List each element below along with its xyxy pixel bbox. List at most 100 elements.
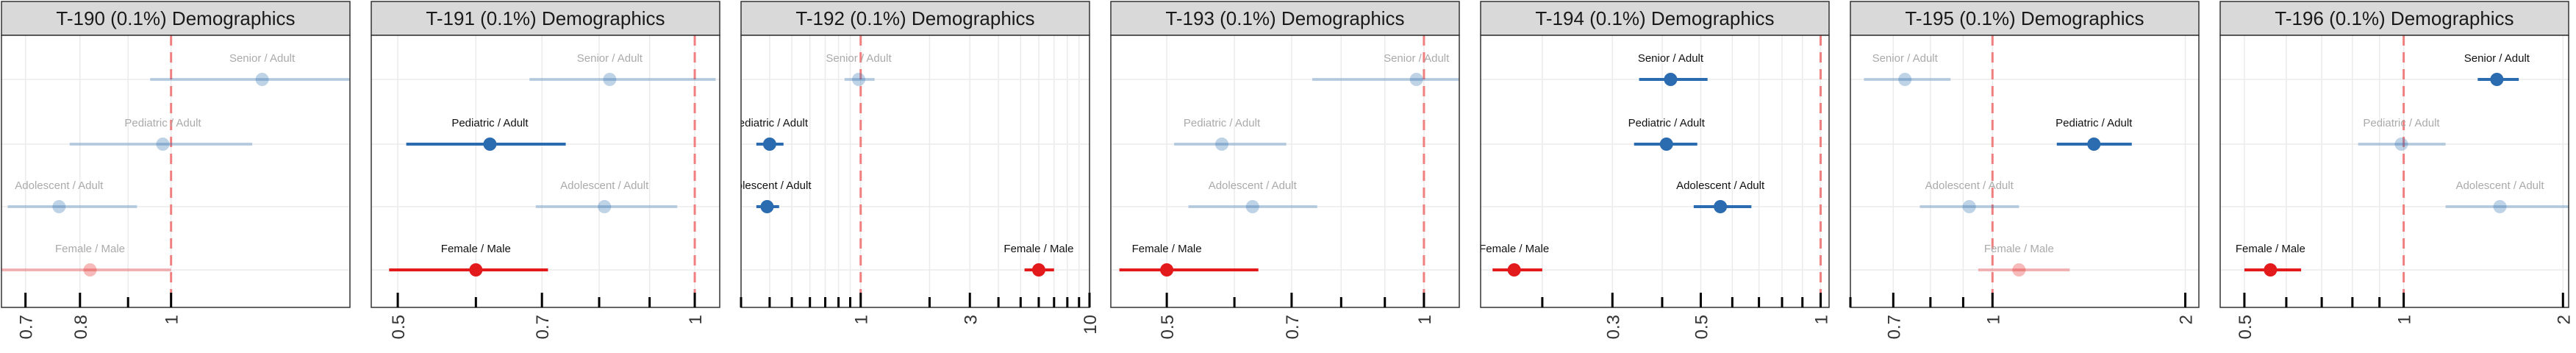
- plot-background: [1850, 35, 2199, 307]
- estimate-point: [1659, 138, 1673, 151]
- estimate-point: [255, 73, 269, 86]
- panel-6: T-195 (0.1%) Demographics Senior / Adult P…: [1849, 1, 2200, 339]
- plot-background: [371, 35, 720, 307]
- row-label: Female / Male: [441, 243, 511, 255]
- x-tick-label: 1: [852, 315, 872, 324]
- x-tick-label: 3: [961, 315, 981, 324]
- x-tick-label: 1: [162, 315, 182, 324]
- x-tick-label: 1: [1812, 315, 1832, 324]
- panel-title: T-190 (0.1%) Demographics: [56, 7, 295, 29]
- estimate-point: [1160, 263, 1174, 277]
- panel-border: [1850, 35, 2200, 308]
- estimate-point: [483, 138, 497, 151]
- row-label: Female / Male: [55, 243, 125, 255]
- panel-4: T-193 (0.1%) Demographics Senior / Adult P…: [1110, 1, 1460, 339]
- plot-data: Senior / Adult Pediatric / Adult Adolescen…: [723, 35, 1090, 307]
- row-label: Female / Male: [2236, 243, 2305, 255]
- row-label: Adolescent / Adult: [560, 179, 649, 192]
- row-label: Pediatric / Adult: [1628, 117, 1706, 129]
- panel-7: T-196 (0.1%) Demographics Senior / Adult P…: [2219, 1, 2574, 339]
- row-label: Senior / Adult: [1638, 52, 1704, 65]
- panel-border: [1110, 35, 1460, 308]
- panel-header: [1480, 1, 1830, 36]
- row-label: Pediatric / Adult: [2056, 117, 2133, 129]
- x-tick-label: 1: [686, 315, 706, 324]
- panel-header: [740, 1, 1090, 36]
- row-label: Pediatric / Adult: [1184, 117, 1261, 129]
- row-label: Adolescent / Adult: [1209, 179, 1298, 192]
- x-tick-label: 2: [2177, 315, 2197, 324]
- estimate-point: [1898, 73, 1912, 86]
- estimate-point: [852, 73, 866, 86]
- estimate-point: [1245, 200, 1259, 213]
- estimate-point: [2012, 263, 2026, 277]
- estimate-point: [156, 138, 170, 151]
- x-tick-label: 0.7: [533, 315, 553, 339]
- estimate-point: [762, 138, 776, 151]
- estimate-point: [1031, 263, 1045, 277]
- panel-title: T-191 (0.1%) Demographics: [426, 7, 665, 29]
- estimate-point: [2264, 263, 2278, 277]
- panel-border: [740, 35, 1090, 308]
- row-label: Adolescent / Adult: [2455, 179, 2544, 192]
- estimate-point: [598, 200, 612, 213]
- estimate-point: [1664, 73, 1678, 86]
- row-label: Female / Male: [1003, 243, 1073, 255]
- estimate-point: [1215, 138, 1229, 151]
- panel-title: T-192 (0.1%) Demographics: [795, 7, 1034, 29]
- panel-3: T-192 (0.1%) Demographics Senior / Adult P…: [723, 1, 1101, 335]
- estimate-point: [1714, 200, 1728, 213]
- plot-data: Senior / Adult Pediatric / Adult Adolescen…: [1111, 35, 1459, 307]
- row-label: Adolescent / Adult: [723, 179, 812, 192]
- row-label: Senior / Adult: [1872, 52, 1939, 65]
- panel-title: T-193 (0.1%) Demographics: [1165, 7, 1404, 29]
- panel-2: T-191 (0.1%) Demographics Senior / Adult P…: [371, 1, 720, 339]
- estimate-point: [2490, 73, 2504, 86]
- row-label: Female / Male: [1479, 243, 1549, 255]
- panel-border: [1, 35, 351, 308]
- plot-data: Senior / Adult Pediatric / Adult Adolescen…: [2220, 35, 2569, 307]
- row-label: Senior / Adult: [577, 52, 643, 65]
- row-label: Female / Male: [1984, 243, 2054, 255]
- x-tick-label: 1: [1983, 315, 2003, 324]
- x-tick-label: 0.5: [1692, 315, 1711, 339]
- plot-background: [1481, 35, 1829, 307]
- panel-border: [1480, 35, 1830, 308]
- estimate-point: [2394, 138, 2408, 151]
- plot-background: [1, 35, 350, 307]
- row-label: Adolescent / Adult: [15, 179, 104, 192]
- row-label: Adolescent / Adult: [1676, 179, 1765, 192]
- panel-border: [371, 35, 720, 308]
- x-tick-label: 0.5: [389, 315, 409, 339]
- panel-title: T-194 (0.1%) Demographics: [1535, 7, 1774, 29]
- plot-background: [741, 35, 1090, 307]
- row-label: Pediatric / Adult: [451, 117, 529, 129]
- estimate-point: [760, 200, 774, 213]
- plot-data: Senior / Adult Pediatric / Adult Adolescen…: [371, 35, 720, 307]
- estimate-point: [1962, 200, 1976, 213]
- estimate-point: [469, 263, 483, 277]
- x-tick-label: 0.7: [17, 315, 37, 339]
- x-tick-label: 10: [1081, 315, 1101, 335]
- row-label: Pediatric / Adult: [2363, 117, 2440, 129]
- row-label: Pediatric / Adult: [124, 117, 201, 129]
- panel-header: [371, 1, 720, 36]
- panel-title: T-196 (0.1%) Demographics: [2275, 7, 2514, 29]
- x-tick-label: 0.7: [1283, 315, 1303, 339]
- row-label: Senior / Adult: [826, 52, 892, 65]
- estimate-point: [1507, 263, 1521, 277]
- plot-data: Senior / Adult Pediatric / Adult Adolescen…: [1, 35, 350, 307]
- x-tick-label: 1: [1415, 315, 1435, 324]
- x-tick-label: 0.7: [1884, 315, 1904, 339]
- panel-header: [1850, 1, 2200, 36]
- x-tick-label: 2: [2554, 315, 2574, 324]
- estimate-point: [603, 73, 617, 86]
- row-label: Adolescent / Adult: [1925, 179, 2014, 192]
- estimate-point: [1409, 73, 1423, 86]
- panel-title: T-195 (0.1%) Demographics: [1905, 7, 2144, 29]
- plot-background: [1111, 35, 1459, 307]
- row-label: Female / Male: [1132, 243, 1202, 255]
- estimate-point: [2493, 200, 2507, 213]
- x-tick-label: 0.3: [1603, 315, 1623, 339]
